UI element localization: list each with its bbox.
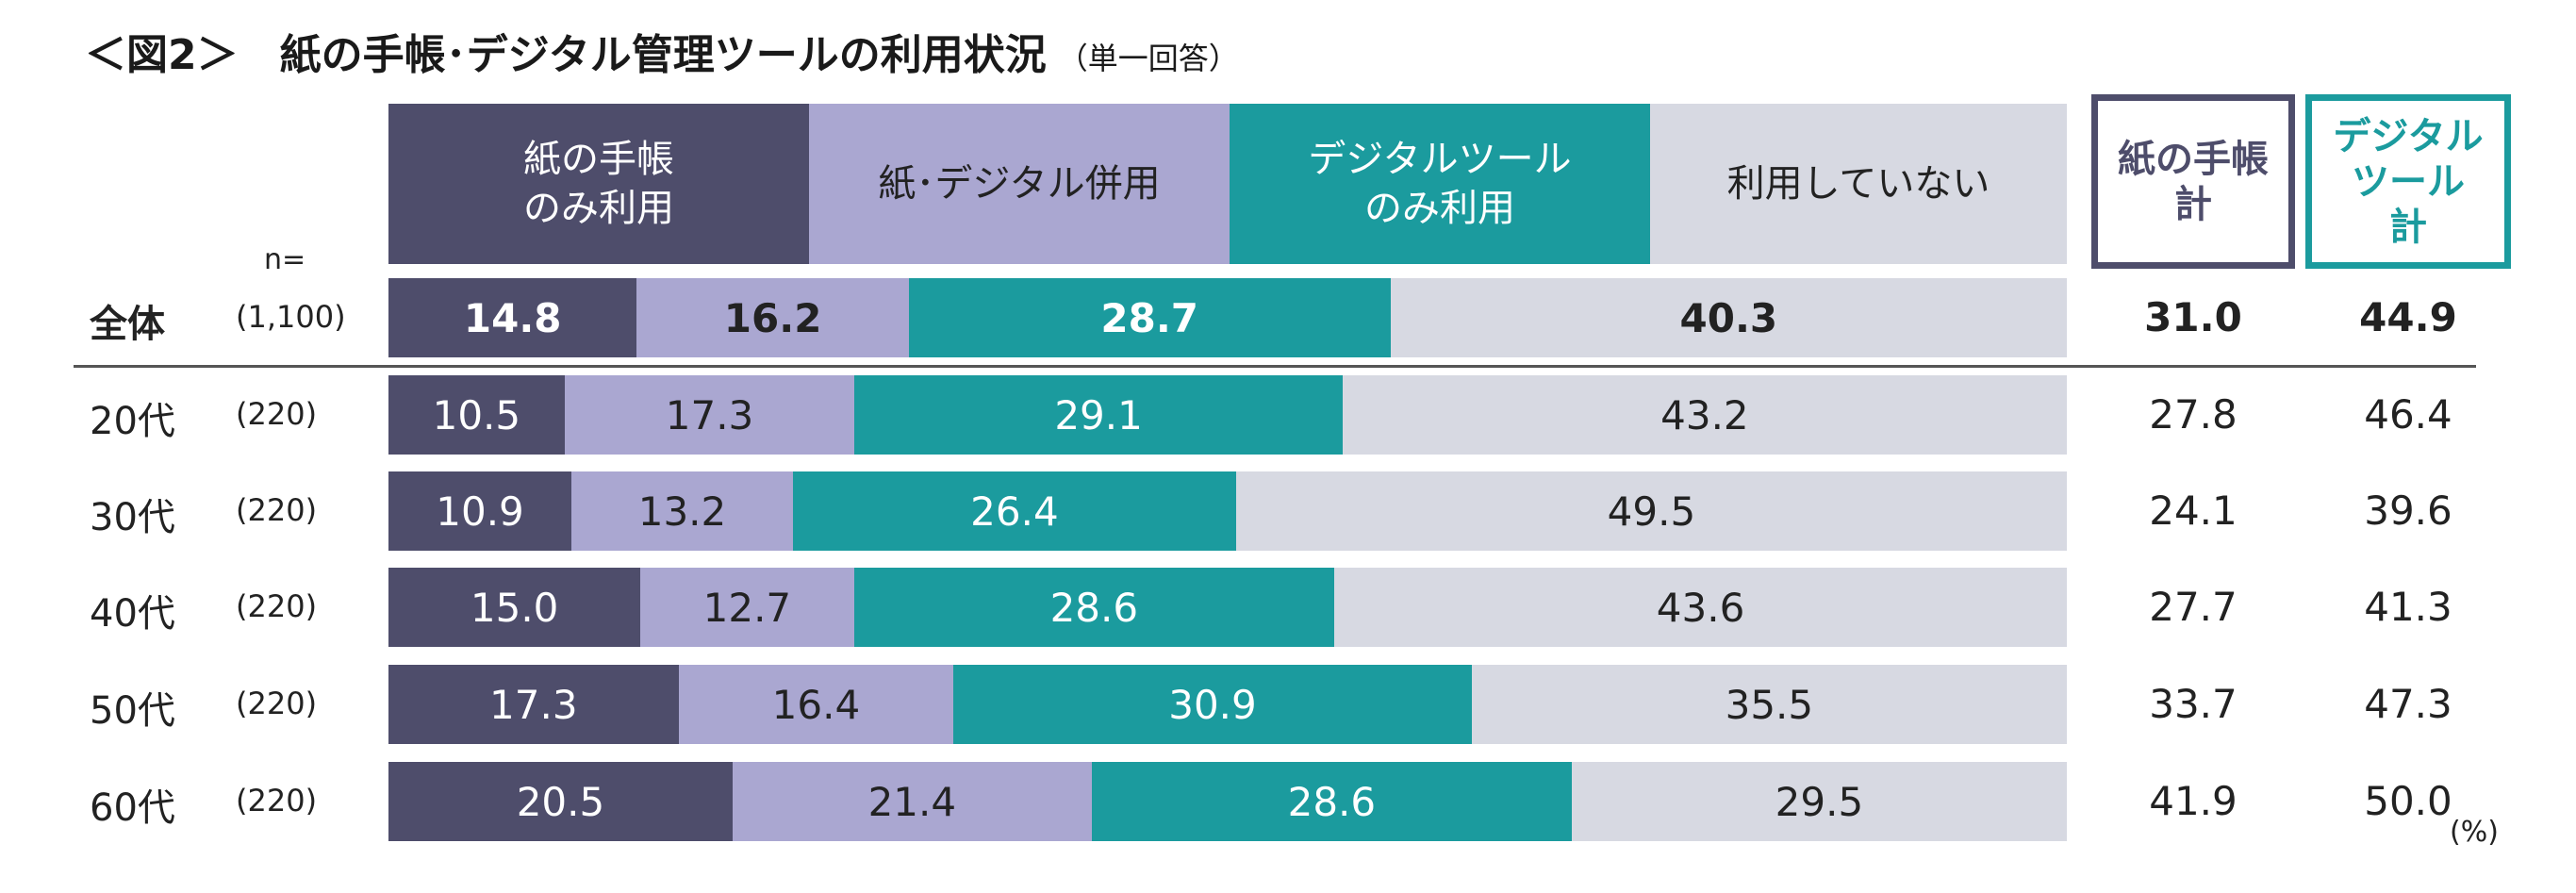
bar-segment: 26.4 — [792, 471, 1236, 551]
bar-segment: 17.3 — [388, 665, 679, 744]
summary-value: 46.4 — [2364, 391, 2452, 438]
bar-row: 17.3 16.4 30.9 35.5 — [388, 665, 2067, 744]
summary-value: 41.9 — [2149, 778, 2237, 824]
summary-value: 33.7 — [2149, 681, 2237, 727]
data-label: 12.7 — [702, 584, 792, 631]
data-label: 20.5 — [516, 778, 605, 825]
sample-size-label: (220) — [236, 686, 318, 721]
data-label: 10.9 — [436, 488, 524, 535]
bar-segment: 16.2 — [636, 278, 909, 357]
bar-segment: 28.6 — [1091, 762, 1572, 841]
category-label: 40代 — [90, 592, 175, 636]
data-label: 14.8 — [463, 294, 562, 341]
chart-title-text: ＜図2＞ 紙の手帳･デジタル管理ツールの利用状況 — [85, 31, 1047, 79]
data-label: 13.2 — [637, 488, 727, 535]
category-label: 30代 — [90, 496, 175, 539]
bar-segment: 30.9 — [953, 665, 1472, 744]
bar-segment: 29.5 — [1571, 762, 2067, 841]
summary-header-1: 紙の手帳 計 — [2091, 94, 2295, 269]
sample-size-label: (1,100) — [236, 299, 346, 335]
bar-segment: 29.1 — [854, 375, 1343, 455]
data-label: 29.5 — [1775, 778, 1864, 825]
bar-row: 14.8 16.2 28.7 40.3 — [388, 278, 2067, 357]
data-label: 40.3 — [1679, 294, 1778, 341]
summary-value: 39.6 — [2364, 488, 2452, 534]
category-label: 全体 — [90, 303, 165, 346]
category-label: 20代 — [90, 400, 175, 443]
legend-item-1: 紙の手帳 のみ利用 — [388, 104, 809, 264]
data-label: 10.5 — [432, 391, 521, 438]
bar-segment: 12.7 — [640, 568, 854, 647]
data-label: 30.9 — [1168, 681, 1257, 728]
bar-segment: 16.4 — [678, 665, 954, 744]
data-label: 16.4 — [771, 681, 861, 728]
category-label: 50代 — [90, 689, 175, 733]
bar-segment: 21.4 — [732, 762, 1092, 841]
bar-segment: 13.2 — [571, 471, 793, 551]
summary-value: 41.3 — [2364, 584, 2452, 630]
data-label: 29.1 — [1054, 391, 1143, 438]
legend-item-4: 利用していない — [1650, 104, 2067, 264]
bar-row: 10.5 17.3 29.1 43.2 — [388, 375, 2067, 455]
data-label: 26.4 — [970, 488, 1059, 535]
data-label: 43.2 — [1660, 391, 1749, 438]
summary-value: 31.0 — [2144, 294, 2242, 340]
data-label: 28.7 — [1100, 294, 1199, 341]
data-label: 21.4 — [867, 778, 957, 825]
bar-segment: 17.3 — [564, 375, 855, 455]
sample-size-label: (220) — [236, 588, 318, 624]
data-label: 17.3 — [489, 681, 578, 728]
summary-value: 27.7 — [2149, 584, 2237, 630]
bar-row: 20.5 21.4 28.6 29.5 — [388, 762, 2067, 841]
unit-label: (%) — [2450, 816, 2499, 849]
bar-segment: 43.6 — [1334, 568, 2067, 647]
bar-row: 10.9 13.2 26.4 49.5 — [388, 471, 2067, 551]
sample-size-header: n= — [264, 243, 306, 276]
bar-row: 15.0 12.7 28.6 43.6 — [388, 568, 2067, 647]
chart-title: ＜図2＞ 紙の手帳･デジタル管理ツールの利用状況 （単一回答） — [85, 21, 1239, 81]
summary-value: 27.8 — [2149, 391, 2237, 438]
bar-segment: 10.5 — [388, 375, 565, 455]
summary-header-2: デジタル ツール 計 — [2305, 94, 2511, 269]
data-label: 35.5 — [1725, 681, 1814, 728]
sample-size-label: (220) — [236, 783, 318, 819]
bar-segment: 40.3 — [1390, 278, 2067, 357]
data-label: 17.3 — [665, 391, 754, 438]
sample-size-label: (220) — [236, 492, 318, 528]
bar-segment: 20.5 — [388, 762, 733, 841]
bar-segment: 28.7 — [908, 278, 1391, 357]
legend-item-2: 紙･デジタル併用 — [809, 104, 1230, 264]
bar-segment: 15.0 — [388, 568, 641, 647]
data-label: 49.5 — [1607, 488, 1696, 535]
category-label: 60代 — [90, 786, 175, 830]
summary-value: 50.0 — [2364, 778, 2452, 824]
sample-size-label: (220) — [236, 396, 318, 432]
summary-value: 47.3 — [2364, 681, 2452, 727]
summary-value: 24.1 — [2149, 488, 2237, 534]
bar-segment: 28.6 — [853, 568, 1335, 647]
separator-line — [74, 365, 2476, 368]
data-label: 15.0 — [470, 584, 559, 631]
legend-item-3: デジタルツール のみ利用 — [1230, 104, 1650, 264]
chart-subtitle: （単一回答） — [1057, 41, 1239, 76]
bar-segment: 35.5 — [1471, 665, 2067, 744]
data-label: 16.2 — [723, 294, 822, 341]
data-label: 28.6 — [1287, 778, 1377, 825]
data-label: 43.6 — [1656, 584, 1745, 631]
bar-segment: 43.2 — [1342, 375, 2067, 455]
bar-segment: 49.5 — [1235, 471, 2067, 551]
bar-segment: 10.9 — [388, 471, 572, 551]
bar-segment: 14.8 — [388, 278, 637, 357]
summary-value: 44.9 — [2359, 294, 2457, 340]
data-label: 28.6 — [1049, 584, 1139, 631]
